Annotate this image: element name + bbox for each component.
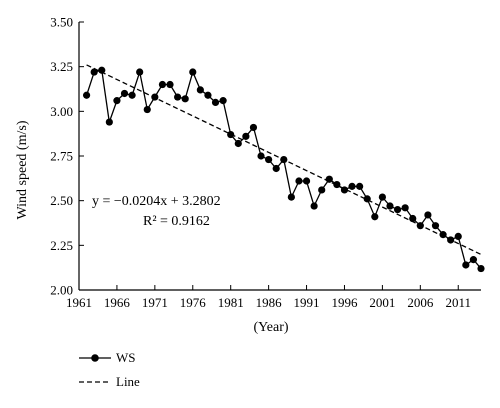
r-squared: R² = 0.9162	[143, 214, 210, 229]
y-tick-label: 2.50	[50, 193, 73, 208]
ws-data-point	[234, 139, 242, 148]
ws-data-point	[325, 175, 333, 183]
legend-item-line: Line	[79, 374, 140, 389]
ws-series-line	[85, 69, 482, 270]
x-tick-label: 2001	[369, 295, 395, 310]
ws-data-point	[431, 222, 440, 230]
ws-data-point	[386, 202, 394, 210]
ws-data-point	[454, 232, 462, 240]
ws-data-point	[302, 177, 311, 185]
ws-data-point	[280, 155, 288, 164]
x-tick-label: 1986	[256, 295, 283, 310]
ws-data-point	[227, 130, 235, 139]
x-tick-label: 2006	[407, 295, 434, 310]
ws-data-point	[128, 91, 136, 99]
x-tick-label: 1981	[218, 295, 244, 310]
ws-data-point	[378, 193, 386, 201]
x-tick-label: 2011	[445, 295, 471, 310]
ws-data-point	[143, 105, 151, 114]
y-tick-label: 2.00	[50, 283, 73, 298]
ws-data-point	[211, 98, 220, 106]
ws-data-point	[151, 93, 159, 101]
ws-data-point	[196, 86, 204, 94]
ws-data-point	[265, 155, 273, 164]
ws-data-point	[136, 68, 144, 76]
y-tick-label: 3.50	[50, 15, 73, 30]
ws-data-point	[98, 66, 106, 74]
ws-data-point	[120, 89, 129, 98]
y-tick-label: 3.25	[50, 59, 73, 74]
ws-data-point	[257, 152, 265, 160]
ws-data-point	[181, 95, 189, 103]
ws-data-point	[477, 264, 485, 273]
ws-data-point	[409, 214, 417, 223]
trend-equation: y = −0.0204x + 3.2802	[92, 194, 221, 209]
y-tick-label: 2.75	[50, 149, 73, 164]
ws-data-point	[219, 97, 227, 105]
ws-data-point	[333, 180, 341, 189]
ws-data-point	[242, 132, 250, 140]
ws-data-point	[447, 236, 455, 244]
x-axis-label: (Year)	[253, 320, 288, 335]
x-tick-label: 1976	[180, 295, 207, 310]
ws-data-point	[356, 182, 364, 190]
x-axis-ticks: 1961 1966 1971 1976 1981 1986 1991 1996 2001 2006…	[66, 285, 471, 310]
ws-data-point	[272, 164, 280, 173]
ws-data-point	[249, 123, 258, 132]
ws-data-point	[340, 186, 349, 194]
series-group	[82, 64, 485, 273]
legend-line-label: Line	[116, 374, 140, 389]
ws-data-point	[363, 195, 371, 203]
ws-data-point	[295, 177, 303, 185]
ws-data-point	[90, 68, 98, 76]
ws-data-point	[439, 231, 447, 239]
ws-data-point	[348, 182, 356, 190]
ws-data-point	[371, 213, 379, 221]
ws-data-point	[204, 91, 212, 99]
legend-ws-marker	[91, 354, 99, 362]
x-tick-label: 1961	[66, 295, 92, 310]
ws-data-point	[462, 261, 470, 269]
legend: WS Line	[79, 350, 140, 389]
ws-data-point	[82, 91, 91, 99]
ws-data-point	[469, 256, 478, 264]
ws-data-point	[416, 222, 424, 230]
x-tick-label: 1991	[294, 295, 320, 310]
y-axis-label: Wind speed (m/s)	[15, 120, 30, 219]
y-tick-label: 2.25	[50, 238, 73, 253]
ws-data-point	[158, 80, 167, 89]
x-tick-label: 1971	[142, 295, 168, 310]
legend-ws-label: WS	[116, 350, 136, 365]
y-tick-label: 3.00	[50, 104, 73, 119]
ws-data-point	[424, 211, 432, 219]
ws-data-point	[310, 202, 318, 210]
ws-data-point	[113, 97, 121, 105]
legend-item-ws: WS	[79, 350, 136, 365]
y-axis-ticks: 2.00 2.25 2.50 2.75 3.00 3.25 3.50	[50, 15, 84, 298]
ws-data-point	[318, 186, 326, 194]
ws-data-point	[174, 93, 182, 101]
x-tick-label: 1966	[104, 295, 131, 310]
ws-data-point	[287, 193, 295, 201]
ws-data-point	[189, 68, 197, 76]
x-tick-label: 1996	[331, 295, 358, 310]
ws-data-point	[166, 80, 174, 89]
axes	[78, 22, 481, 291]
ws-data-point	[401, 204, 409, 212]
ws-data-point	[393, 206, 402, 214]
ws-data-point	[105, 118, 113, 126]
